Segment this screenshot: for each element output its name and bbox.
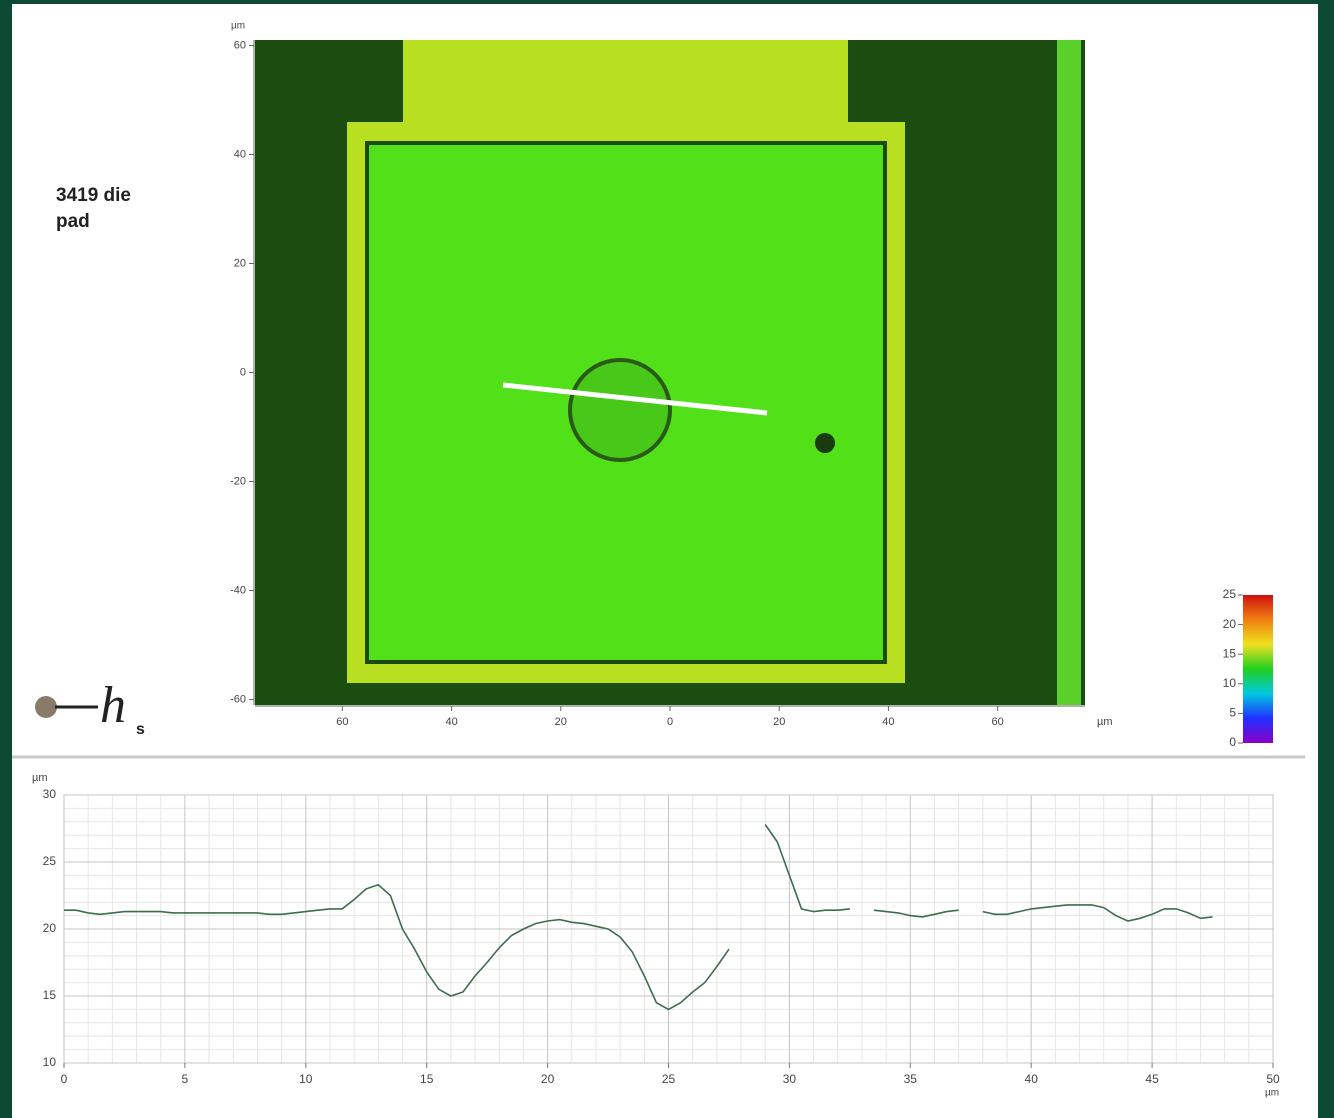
colorbar-tick-label: 15: [1223, 646, 1237, 660]
crater: [570, 360, 670, 460]
x-unit: µm: [1097, 716, 1113, 728]
x-tick-label: 35: [904, 1072, 918, 1086]
spot: [815, 433, 835, 453]
y-tick-label: 20: [43, 921, 57, 935]
x-tick-label: 60: [336, 716, 348, 728]
x-tick-label: 40: [882, 716, 894, 728]
x-tick-label: 40: [445, 716, 457, 728]
colorbar: [1243, 595, 1273, 743]
y-unit: µm: [32, 772, 48, 784]
y-tick-label: 15: [43, 988, 57, 1002]
x-tick-label: 20: [541, 1072, 555, 1086]
logo-sub: s: [136, 721, 145, 738]
y-tick-label: 10: [43, 1055, 57, 1069]
colorbar-tick-label: 5: [1229, 706, 1236, 720]
sample-label: 3419 die pad: [56, 183, 156, 235]
x-unit: µm: [1265, 1088, 1279, 1099]
y-tick-label: 40: [234, 148, 246, 160]
y-tick-label: -20: [230, 475, 246, 487]
x-tick-label: 5: [182, 1072, 189, 1086]
y-tick-label: 25: [43, 854, 57, 868]
logo-letter: h: [100, 677, 126, 734]
x-tick-label: 50: [1266, 1072, 1280, 1086]
x-tick-label: 25: [662, 1072, 676, 1086]
y-tick-label: 60: [234, 39, 246, 51]
y-tick-label: 20: [234, 257, 246, 269]
x-tick-label: 20: [773, 716, 785, 728]
x-tick-label: 10: [299, 1072, 313, 1086]
y-tick-label: 30: [43, 787, 57, 801]
x-tick-label: 0: [667, 716, 673, 728]
x-tick-label: 40: [1025, 1072, 1039, 1086]
trace: [403, 40, 848, 130]
y-unit: µm: [231, 21, 245, 32]
side-trace: [1057, 40, 1081, 705]
x-tick-label: 20: [555, 716, 567, 728]
page: 3419 die pad h s 60 40 20 0 -20 -40 -60 60 40 20 0…: [0, 0, 1334, 1118]
surface-image: [255, 40, 1085, 705]
colorbar-tick-label: 0: [1229, 735, 1236, 749]
x-tick-label: 45: [1145, 1072, 1159, 1086]
screen: 3419 die pad h s 60 40 20 0 -20 -40 -60 60 40 20 0…: [0, 0, 1334, 1118]
colorbar-tick-label: 20: [1223, 617, 1237, 631]
y-tick-label: 0: [240, 366, 246, 378]
y-tick-label: -40: [230, 584, 246, 596]
x-tick-label: 0: [61, 1072, 68, 1086]
y-tick-label: -60: [230, 693, 246, 705]
x-tick-label: 60: [992, 716, 1004, 728]
label-box: 3419 die pad: [56, 183, 166, 243]
colorbar-tick-label: 10: [1223, 676, 1237, 690]
logo-ball: [35, 696, 57, 718]
colorbar-tick-label: 25: [1223, 587, 1237, 601]
x-tick-label: 15: [420, 1072, 434, 1086]
x-tick-label: 30: [783, 1072, 797, 1086]
